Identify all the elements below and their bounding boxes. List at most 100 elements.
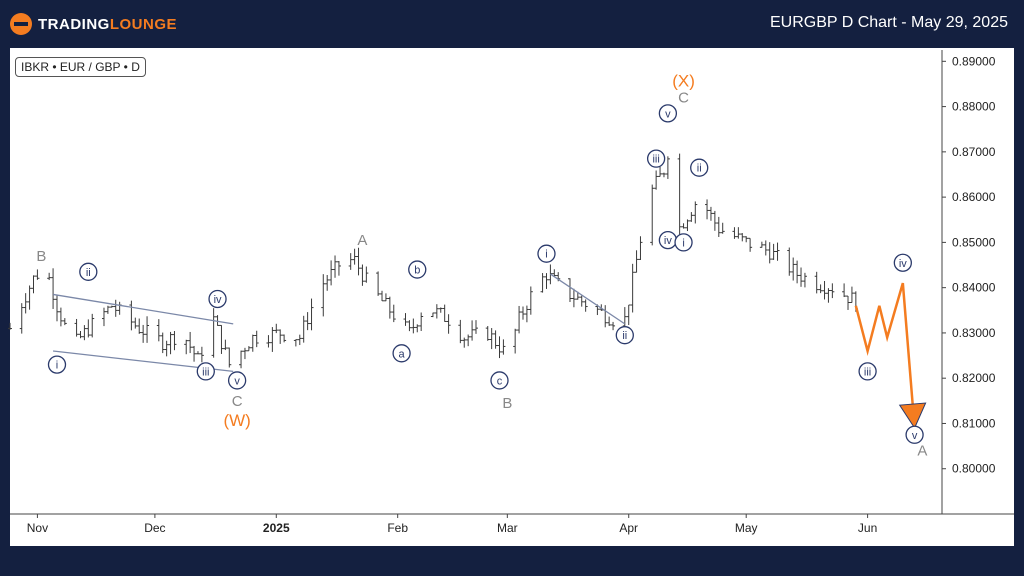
candle <box>489 328 494 350</box>
wave-label-circle <box>408 260 427 279</box>
wave-label: v <box>227 371 247 390</box>
wave-label: b <box>408 260 427 279</box>
candle <box>732 227 737 239</box>
candle <box>219 324 224 354</box>
candle <box>462 337 467 348</box>
wave-label: iv <box>658 230 678 250</box>
candle <box>160 332 165 354</box>
candle <box>795 260 800 284</box>
wave-label-text: c <box>497 375 503 387</box>
candle <box>415 324 420 333</box>
wave-label: iii <box>196 362 215 381</box>
candle <box>842 283 847 298</box>
wave-label-text: (W) <box>223 411 250 430</box>
wave-label-circle <box>196 362 215 381</box>
wave-label-text: B <box>36 248 46 265</box>
candle <box>638 236 643 261</box>
candle <box>712 210 717 231</box>
wave-label-circle <box>208 289 227 309</box>
candle <box>434 304 439 319</box>
logo-icon <box>10 13 32 35</box>
candle <box>485 326 490 341</box>
candle <box>364 266 369 283</box>
wave-label-circle <box>47 355 67 374</box>
candle <box>246 346 251 352</box>
candle <box>380 290 385 302</box>
candle <box>305 312 310 331</box>
candle <box>407 320 412 332</box>
wave-label-text: i <box>545 249 547 261</box>
y-tick-label: 0.89000 <box>952 54 996 68</box>
wave-label-text: (X) <box>672 72 695 91</box>
wave-label-text: a <box>399 348 406 360</box>
candle <box>430 312 435 318</box>
candle <box>771 243 776 260</box>
candle <box>748 237 753 252</box>
wave-label-circle <box>537 244 556 263</box>
wave-label-circle <box>690 158 709 177</box>
wave-label: iii <box>646 149 666 168</box>
candle <box>611 321 616 331</box>
candle <box>90 313 95 338</box>
candle <box>336 261 341 276</box>
wave-label-text: A <box>917 443 927 460</box>
candle <box>665 156 670 179</box>
candle <box>113 299 118 317</box>
candle <box>391 304 396 323</box>
candle <box>325 274 330 291</box>
projection-path <box>854 282 916 429</box>
candle <box>763 240 768 256</box>
x-tick-label: 2025 <box>263 521 290 535</box>
candle <box>802 272 807 288</box>
wave-label-text: iv <box>664 235 672 247</box>
candle <box>767 242 772 264</box>
y-tick-label: 0.87000 <box>952 145 996 159</box>
candle <box>787 247 792 276</box>
wave-label: c <box>490 371 509 390</box>
candle <box>47 272 52 281</box>
candle <box>58 307 63 327</box>
candle <box>227 347 232 368</box>
candle <box>19 303 24 334</box>
candle <box>62 318 67 326</box>
wave-label: ii <box>79 262 98 281</box>
candle <box>634 250 639 273</box>
y-tick-label: 0.82000 <box>952 371 996 385</box>
x-tick-label: Apr <box>619 521 638 535</box>
candle <box>141 324 146 343</box>
candle <box>242 347 247 360</box>
candle <box>791 257 796 281</box>
symbol-label: IBKR • EUR / GBP • D <box>15 57 146 77</box>
candle <box>129 300 134 331</box>
y-tick-label: 0.81000 <box>952 416 996 430</box>
candle <box>109 305 114 308</box>
candle <box>101 307 106 327</box>
candle <box>54 294 59 322</box>
candle <box>376 271 381 296</box>
wave-label-text: i <box>682 237 684 249</box>
candle <box>544 273 549 289</box>
wave-label-circle <box>646 149 666 168</box>
candle <box>297 334 302 346</box>
candle <box>78 330 83 339</box>
y-tick-label: 0.80000 <box>952 462 996 476</box>
wave-label: a <box>392 344 411 363</box>
x-tick-label: Feb <box>387 521 408 535</box>
candle <box>321 274 326 317</box>
wave-label: ii <box>690 158 709 177</box>
wave-label-text: ii <box>622 330 627 342</box>
wave-label: i <box>537 244 556 263</box>
wave-label-text: B <box>502 395 512 412</box>
wave-label: i <box>674 233 693 252</box>
candle <box>626 304 631 326</box>
wave-label-circle <box>227 371 247 390</box>
wave-label-circle <box>79 262 98 281</box>
candle <box>168 331 173 355</box>
wave-label-text: iv <box>899 258 907 270</box>
candle <box>403 313 408 326</box>
candle <box>254 330 259 348</box>
candle <box>822 281 827 300</box>
wave-label-text: v <box>912 430 918 442</box>
candle <box>356 247 361 276</box>
